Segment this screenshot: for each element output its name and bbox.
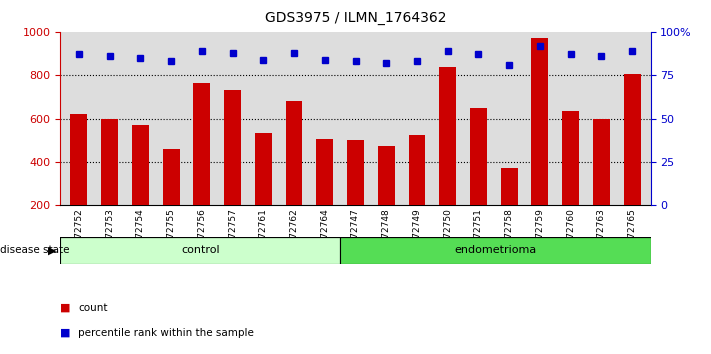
FancyBboxPatch shape (340, 237, 651, 264)
Text: ■: ■ (60, 328, 71, 338)
Bar (378, 146, 395, 205)
Bar (624, 74, 641, 205)
Bar (316, 139, 333, 205)
Text: GDS3975 / ILMN_1764362: GDS3975 / ILMN_1764362 (264, 11, 447, 25)
Bar (531, 38, 548, 205)
Text: control: control (181, 245, 220, 256)
Text: percentile rank within the sample: percentile rank within the sample (78, 328, 254, 338)
Bar (163, 149, 180, 205)
Bar (347, 140, 364, 205)
Bar (562, 110, 579, 205)
Bar (439, 67, 456, 205)
Text: ▶: ▶ (48, 245, 57, 256)
Bar (193, 83, 210, 205)
Bar (132, 125, 149, 205)
FancyBboxPatch shape (60, 237, 340, 264)
Bar (101, 119, 118, 205)
Text: ■: ■ (60, 303, 71, 313)
Text: disease state: disease state (0, 245, 70, 256)
Bar (224, 90, 241, 205)
Bar (501, 169, 518, 205)
Text: count: count (78, 303, 107, 313)
Bar (255, 133, 272, 205)
Bar (470, 108, 487, 205)
Bar (593, 119, 610, 205)
Bar (286, 101, 302, 205)
Bar (70, 114, 87, 205)
Bar (409, 135, 425, 205)
Text: endometrioma: endometrioma (454, 245, 536, 256)
